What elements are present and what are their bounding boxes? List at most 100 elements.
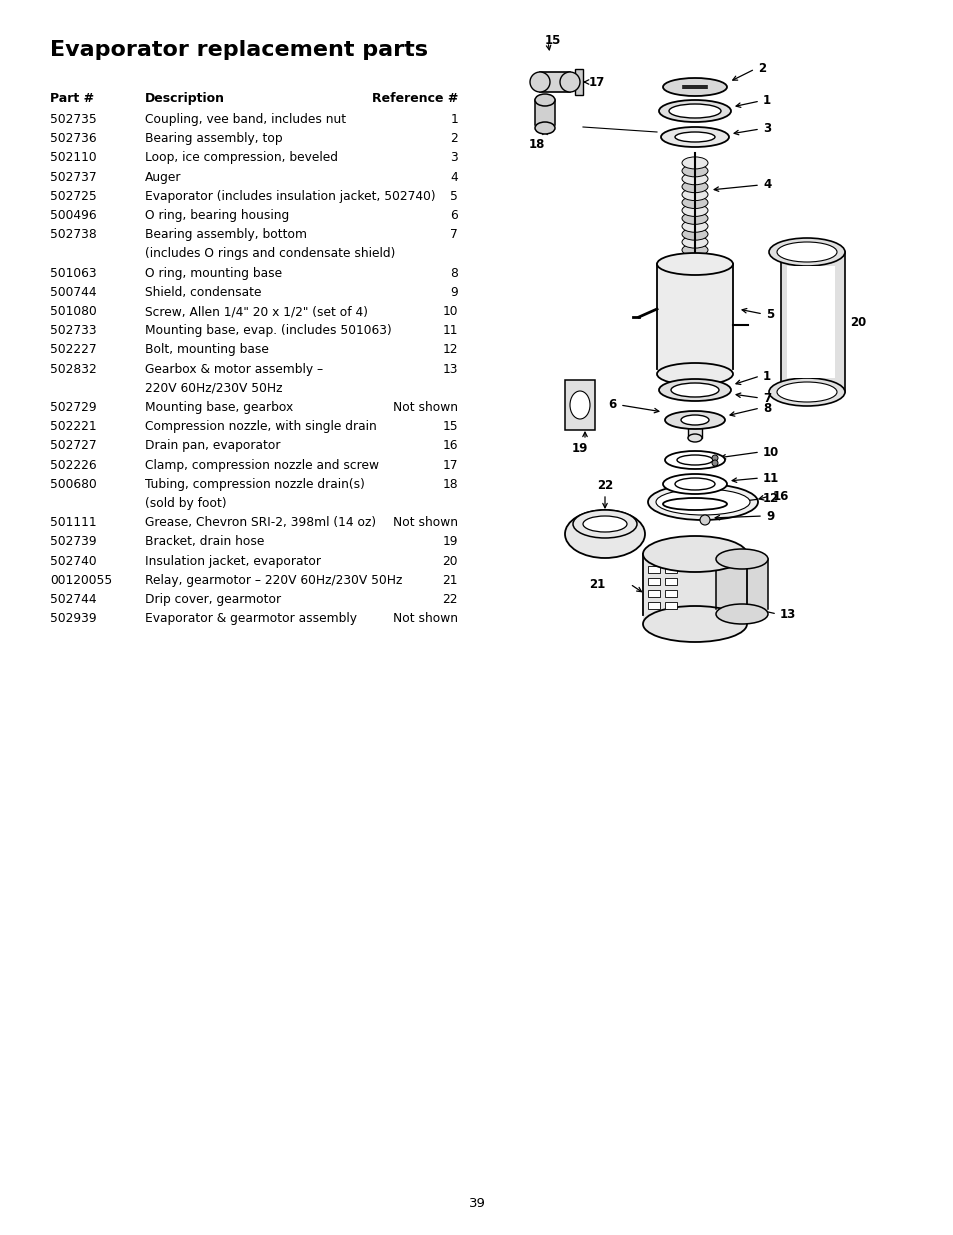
Text: 16: 16 (772, 489, 788, 503)
Ellipse shape (681, 180, 707, 193)
Text: 22: 22 (597, 479, 613, 492)
Text: 502939: 502939 (50, 613, 96, 625)
Text: 502740: 502740 (50, 555, 96, 568)
Ellipse shape (681, 212, 707, 225)
Text: Mounting base, evap. (includes 501063): Mounting base, evap. (includes 501063) (145, 325, 392, 337)
Text: 500744: 500744 (50, 285, 96, 299)
Text: Reference #: Reference # (372, 91, 457, 105)
Text: 502733: 502733 (50, 325, 96, 337)
Text: 7: 7 (450, 228, 457, 241)
Text: 1: 1 (450, 112, 457, 126)
Text: 8: 8 (450, 267, 457, 279)
Text: 1: 1 (762, 95, 770, 107)
Ellipse shape (681, 164, 707, 177)
Text: Not shown: Not shown (393, 401, 457, 414)
Text: (sold by foot): (sold by foot) (145, 496, 227, 510)
Text: 7: 7 (762, 391, 770, 405)
Text: 5: 5 (450, 190, 457, 203)
Text: 11: 11 (762, 472, 779, 484)
Text: Gearbox & motor assembly –: Gearbox & motor assembly – (145, 363, 323, 375)
Text: Grease, Chevron SRI-2, 398ml (14 oz): Grease, Chevron SRI-2, 398ml (14 oz) (145, 516, 375, 530)
Text: Bolt, mounting base: Bolt, mounting base (145, 343, 269, 357)
Text: (includes O rings and condensate shield): (includes O rings and condensate shield) (145, 247, 395, 261)
Ellipse shape (582, 516, 626, 532)
Ellipse shape (677, 454, 712, 466)
Text: 502739: 502739 (50, 536, 96, 548)
Text: Evaporator replacement parts: Evaporator replacement parts (50, 40, 428, 61)
Ellipse shape (642, 536, 746, 572)
Text: 15: 15 (442, 420, 457, 433)
Text: 11: 11 (442, 325, 457, 337)
Text: 16: 16 (442, 440, 457, 452)
Ellipse shape (687, 433, 701, 442)
Ellipse shape (662, 498, 726, 510)
Text: Coupling, vee band, includes nut: Coupling, vee band, includes nut (145, 112, 346, 126)
Ellipse shape (675, 478, 714, 490)
Ellipse shape (659, 100, 730, 122)
Ellipse shape (657, 363, 732, 385)
Text: Not shown: Not shown (393, 516, 457, 530)
Ellipse shape (681, 228, 707, 240)
Text: 2: 2 (450, 132, 457, 146)
Text: 20: 20 (442, 555, 457, 568)
Text: 17: 17 (588, 75, 604, 89)
Text: 8: 8 (762, 401, 770, 415)
Text: 4: 4 (762, 179, 770, 191)
Ellipse shape (662, 78, 726, 96)
Text: 220V 60Hz/230V 50Hz: 220V 60Hz/230V 50Hz (145, 382, 282, 395)
Text: 4: 4 (450, 170, 457, 184)
Ellipse shape (681, 245, 707, 256)
Text: 18: 18 (528, 138, 544, 151)
Bar (647, 566, 659, 573)
Text: Part #: Part # (50, 91, 94, 105)
Bar (664, 578, 677, 585)
Bar (642, 555, 746, 624)
Text: 501080: 501080 (50, 305, 96, 317)
Text: Tubing, compression nozzle drain(s): Tubing, compression nozzle drain(s) (145, 478, 364, 490)
Ellipse shape (681, 196, 707, 209)
Ellipse shape (662, 474, 726, 494)
Text: Mounting base, gearbox: Mounting base, gearbox (145, 401, 293, 414)
Ellipse shape (573, 510, 637, 538)
Text: 17: 17 (442, 458, 457, 472)
Text: 502727: 502727 (50, 440, 96, 452)
Ellipse shape (664, 451, 724, 469)
Ellipse shape (656, 489, 749, 515)
Ellipse shape (776, 242, 836, 262)
Text: 20: 20 (849, 315, 865, 329)
Bar (664, 590, 677, 597)
Ellipse shape (681, 220, 707, 232)
Text: Compression nozzle, with single drain: Compression nozzle, with single drain (145, 420, 376, 433)
Ellipse shape (768, 378, 844, 406)
Text: Loop, ice compression, beveled: Loop, ice compression, beveled (145, 152, 337, 164)
Text: 502736: 502736 (50, 132, 96, 146)
Ellipse shape (768, 238, 844, 266)
Ellipse shape (657, 253, 732, 275)
Ellipse shape (664, 411, 724, 429)
Bar (647, 578, 659, 585)
Bar (657, 264, 732, 374)
Circle shape (711, 459, 718, 466)
Text: 39: 39 (468, 1197, 485, 1210)
Ellipse shape (559, 72, 579, 91)
Text: 10: 10 (762, 446, 779, 458)
Bar (664, 566, 677, 573)
Text: Drip cover, gearmotor: Drip cover, gearmotor (145, 593, 281, 606)
Ellipse shape (660, 127, 728, 147)
Circle shape (700, 515, 709, 525)
Bar (539, 72, 569, 91)
Ellipse shape (681, 173, 707, 185)
Bar (687, 426, 701, 438)
Text: 3: 3 (762, 122, 770, 136)
Text: 18: 18 (442, 478, 457, 490)
Ellipse shape (659, 379, 730, 401)
Text: Shield, condensate: Shield, condensate (145, 285, 261, 299)
Text: 502110: 502110 (50, 152, 96, 164)
Text: 15: 15 (544, 33, 560, 47)
Ellipse shape (535, 94, 555, 106)
Text: Screw, Allen 1/4" 20 x 1/2" (set of 4): Screw, Allen 1/4" 20 x 1/2" (set of 4) (145, 305, 368, 317)
Text: 6: 6 (608, 398, 617, 410)
Bar (575, 69, 582, 95)
Bar (781, 252, 844, 391)
Text: Not shown: Not shown (393, 613, 457, 625)
